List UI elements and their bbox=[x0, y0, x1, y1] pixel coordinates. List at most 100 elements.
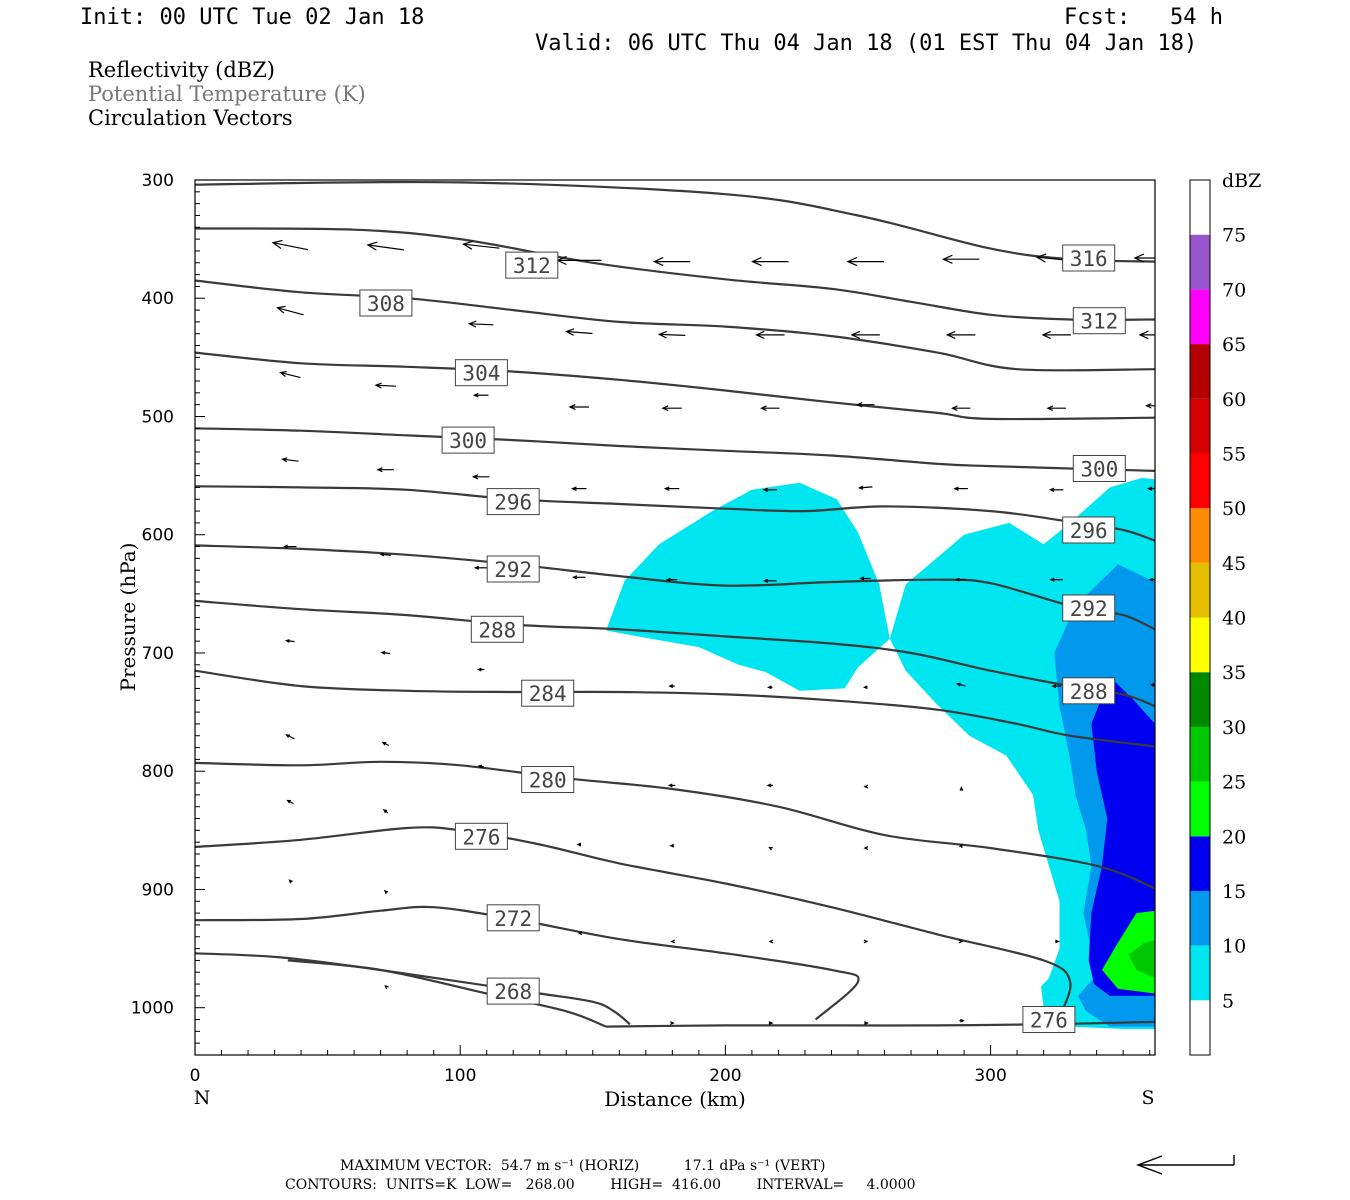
contour-label: 312 bbox=[505, 251, 559, 279]
colorbar-swatch bbox=[1190, 617, 1210, 673]
y-axis-title: Pressure (hPa) bbox=[116, 543, 140, 692]
contour-label-layer: 316 312 312 308 304 300 300 296 296 292 292 288 288 2… bbox=[359, 244, 1126, 1033]
theta-contour-316 bbox=[195, 180, 1155, 263]
contour-label: 276 bbox=[1022, 1006, 1076, 1033]
contour-label-text: 288 bbox=[478, 618, 516, 642]
contour-label-text: 288 bbox=[1070, 680, 1108, 704]
colorbar-swatch bbox=[1190, 726, 1210, 782]
circulation-vector bbox=[667, 783, 676, 788]
colorbar-level-label: 15 bbox=[1222, 881, 1246, 903]
max-vector-footer: MAXIMUM VECTOR: 54.7 m s⁻¹ (HORIZ) 17.1 … bbox=[340, 1158, 826, 1174]
contour-label-text: 276 bbox=[462, 825, 500, 849]
circulation-vector bbox=[669, 843, 675, 848]
y-tick-label: 300 bbox=[142, 171, 174, 191]
circulation-vector bbox=[1138, 330, 1155, 340]
circulation-vector bbox=[863, 939, 869, 944]
circulation-vector bbox=[374, 382, 396, 389]
circulation-vector bbox=[950, 405, 971, 412]
theta-contour-300 bbox=[195, 427, 1155, 472]
colorbar-swatch bbox=[1190, 890, 1210, 946]
colorbar-swatch bbox=[1190, 234, 1210, 290]
colorbar-swatch bbox=[1190, 453, 1210, 509]
y-tick-label: 1000 bbox=[131, 999, 174, 1019]
contour-label-text: 296 bbox=[494, 491, 532, 515]
colorbar-swatch bbox=[1190, 508, 1210, 563]
colorbar-swatch bbox=[1190, 344, 1210, 399]
contour-label: 300 bbox=[441, 426, 495, 454]
colorbar-level-label: 10 bbox=[1222, 936, 1246, 958]
contour-label: 284 bbox=[521, 679, 575, 707]
circulation-vector bbox=[1149, 682, 1155, 687]
circulation-vector bbox=[863, 784, 869, 789]
reflectivity-region-20dbz bbox=[1102, 910, 1155, 994]
circulation-vector bbox=[945, 330, 976, 339]
theta-contour-280 bbox=[195, 760, 1155, 890]
circulation-vector bbox=[955, 682, 966, 687]
theta-contour-268 bbox=[195, 952, 631, 1026]
contour-label-text: 312 bbox=[513, 254, 551, 278]
circulation-vector bbox=[768, 846, 773, 851]
circulation-vector bbox=[959, 1018, 965, 1023]
max-vector-sample-layer bbox=[1136, 1155, 1235, 1175]
colorbar: 5 10 15 20 25 30 35 40 45 50 55 60 65 70 75 dBZ bbox=[1189, 170, 1261, 1056]
circulation-vector bbox=[657, 330, 686, 339]
circulation-vector bbox=[1046, 405, 1066, 412]
circulation-vector bbox=[767, 685, 773, 690]
circulation-vector bbox=[279, 370, 301, 379]
theta-contour-308 bbox=[195, 279, 1155, 372]
circulation-vector bbox=[376, 467, 394, 473]
circulation-vector-layer bbox=[271, 239, 1155, 1025]
contour-label: 288 bbox=[470, 615, 524, 643]
contour-label-text: 276 bbox=[1030, 1009, 1068, 1033]
circulation-vector bbox=[477, 764, 485, 769]
colorbar-level-label: 65 bbox=[1222, 334, 1246, 356]
colorbar-level-label: 40 bbox=[1222, 608, 1246, 630]
colorbar-swatch bbox=[1190, 398, 1210, 454]
circulation-vector bbox=[286, 799, 294, 805]
contour-label: 296 bbox=[1062, 516, 1116, 544]
circulation-vector bbox=[476, 667, 485, 672]
circulation-vector bbox=[855, 401, 875, 408]
circulation-vector bbox=[763, 578, 777, 583]
reflectivity-region-25dbz bbox=[1128, 940, 1155, 979]
circulation-vector bbox=[467, 320, 494, 328]
circulation-vector bbox=[285, 639, 295, 643]
colorbar-swatch bbox=[1190, 180, 1210, 235]
circulation-vector bbox=[384, 984, 389, 990]
colorbar-level-label: 55 bbox=[1222, 443, 1246, 465]
x-tick-label: 200 bbox=[709, 1066, 741, 1086]
contour-label-text: 308 bbox=[367, 292, 405, 316]
contour-label: 276 bbox=[454, 822, 508, 850]
contour-label: 308 bbox=[359, 289, 413, 317]
circulation-vector bbox=[283, 544, 297, 549]
contour-label: 288 bbox=[1062, 677, 1116, 705]
colorbar-level-label: 35 bbox=[1222, 662, 1246, 684]
colorbar-swatch bbox=[1190, 1000, 1210, 1055]
circulation-vector bbox=[850, 330, 880, 339]
theta-contour-284 bbox=[195, 669, 1155, 748]
circulation-vector bbox=[941, 254, 980, 264]
legend-potential-temperature: Potential Temperature (K) bbox=[88, 82, 366, 106]
theta-contour-layer bbox=[195, 180, 1155, 1028]
theta-contour-272 bbox=[195, 905, 860, 1021]
contour-label-text: 316 bbox=[1070, 247, 1108, 271]
x-axis-title: Distance (km) bbox=[604, 1087, 746, 1111]
circulation-vector bbox=[954, 577, 967, 582]
contour-label: 292 bbox=[1062, 594, 1116, 622]
circulation-vector bbox=[471, 474, 490, 480]
circulation-vector bbox=[271, 239, 309, 251]
colorbar-level-label: 75 bbox=[1222, 225, 1246, 247]
colorbar-swatch bbox=[1190, 781, 1210, 837]
contour-label-text: 300 bbox=[1080, 458, 1118, 482]
circulation-vector bbox=[762, 487, 777, 492]
circulation-vector bbox=[366, 241, 404, 251]
circulation-vector bbox=[383, 889, 389, 895]
circulation-vector bbox=[572, 575, 586, 580]
circulation-vector bbox=[768, 939, 774, 944]
colorbar-level-label: 30 bbox=[1222, 717, 1246, 739]
y-tick-label: 600 bbox=[142, 526, 174, 546]
circulation-vector bbox=[862, 685, 868, 690]
circulation-vector bbox=[857, 485, 873, 490]
circulation-vector bbox=[576, 842, 582, 847]
